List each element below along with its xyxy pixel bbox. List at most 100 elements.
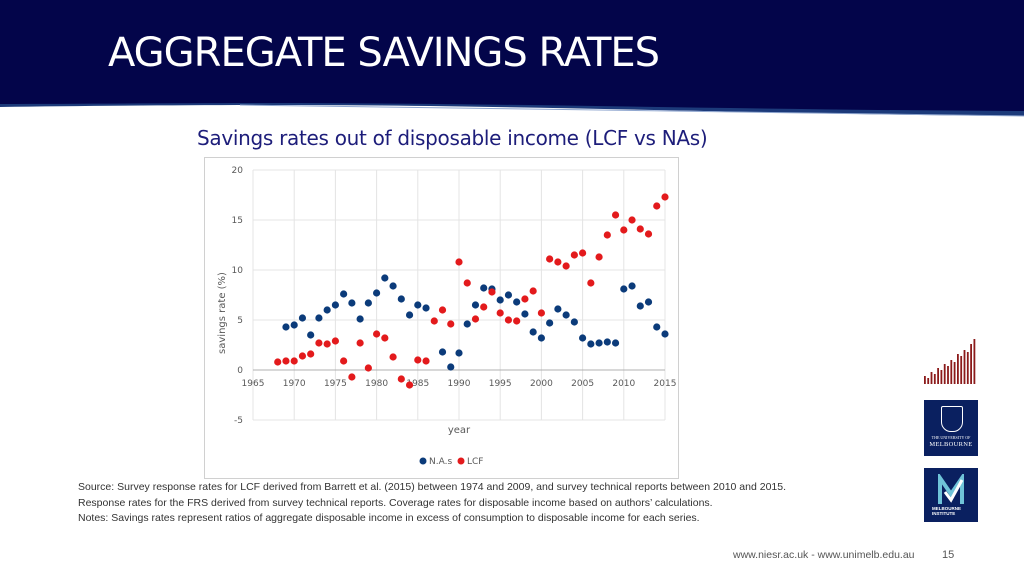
point-nas (554, 305, 562, 313)
university-of-melbourne-logo: THE UNIVERSITY OF MELBOURNE (924, 400, 978, 456)
point-nas (628, 282, 636, 290)
point-nas (504, 291, 513, 299)
x-tick-label: 2015 (654, 379, 677, 389)
niesr-bar (927, 378, 930, 384)
point-lcf (414, 356, 422, 364)
header-bar: AGGREGATE SAVINGS RATES (0, 0, 1024, 102)
point-lcf (430, 317, 438, 325)
chart-subtitle: Savings rates out of disposable income (… (197, 126, 708, 150)
point-nas (661, 330, 669, 338)
point-lcf (397, 375, 405, 383)
notes-line-2: Response rates for the FRS derived from … (78, 496, 713, 509)
page-number: 15 (942, 549, 955, 561)
point-nas (537, 334, 545, 342)
point-lcf (348, 373, 356, 381)
y-tick-label: -5 (234, 416, 243, 426)
point-lcf (653, 202, 661, 210)
niesr-bar (924, 376, 926, 384)
point-nas (298, 314, 307, 322)
point-lcf (611, 211, 620, 219)
x-tick-label: 2010 (612, 379, 635, 389)
y-tick-label: 15 (232, 216, 243, 226)
y-axis-ticks: -5 0 5 10 15 20 (232, 166, 244, 426)
point-nas (546, 319, 554, 327)
niesr-bar (970, 344, 972, 384)
point-lcf (438, 306, 447, 314)
x-tick-label: 2005 (571, 379, 594, 389)
point-nas (356, 315, 364, 323)
point-nas (348, 299, 356, 307)
savings-rate-chart: -5 0 5 10 15 20 1965 1970 1975 1980 1985 1990 1995 2… (217, 166, 677, 467)
x-tick-label: 1970 (283, 379, 306, 389)
point-lcf (620, 226, 628, 234)
x-tick-label: 1975 (324, 379, 347, 389)
point-nas (496, 296, 504, 304)
niesr-bar (960, 356, 963, 384)
x-tick-label: 1990 (448, 379, 471, 389)
mi-logo-line1: MELBOURNE (932, 506, 961, 511)
x-axis-ticks: 1965 1970 1975 1980 1985 1990 1995 2000 2005 2010… (242, 379, 677, 389)
legend-marker (419, 457, 427, 465)
source-notes: Source: Survey response rates for LCF de… (78, 480, 786, 527)
point-nas (587, 340, 595, 348)
point-lcf (405, 381, 414, 389)
point-lcf (455, 258, 463, 266)
point-nas (323, 306, 331, 314)
mi-mark-icon (938, 474, 964, 504)
point-nas (603, 338, 611, 346)
point-nas (340, 290, 348, 298)
point-lcf (298, 352, 307, 360)
mi-logo-text: MELBOURNE INSTITUTE (932, 506, 961, 516)
point-lcf (562, 262, 570, 270)
point-nas (455, 349, 463, 357)
point-nas (513, 298, 521, 306)
header-swoosh (0, 102, 1024, 118)
point-lcf (554, 258, 562, 266)
point-nas (364, 299, 372, 307)
niesr-bar (966, 352, 969, 384)
niesr-bar (973, 339, 976, 384)
niesr-bar (950, 360, 953, 384)
niesr-bar (930, 372, 933, 384)
point-lcf (274, 358, 282, 366)
point-lcf (315, 339, 323, 347)
x-tick-label: 1980 (365, 379, 388, 389)
y-tick-label: 5 (237, 316, 243, 326)
point-lcf (364, 364, 372, 372)
chart-frame: -5 0 5 10 15 20 1965 1970 1975 1980 1985 1990 1995 2… (204, 157, 679, 479)
point-lcf (389, 353, 397, 361)
legend-label: N.A.s (429, 457, 452, 467)
mi-logo-line2: INSTITUTE (932, 511, 956, 516)
y-axis-label: savings rate (%) (217, 272, 228, 354)
niesr-logo (924, 339, 976, 384)
point-lcf (603, 231, 611, 239)
niesr-bar (943, 364, 946, 384)
point-nas (397, 295, 405, 303)
footer-urls: www.niesr.ac.uk - www.unimelb.edu.au (733, 549, 915, 561)
point-lcf (661, 193, 669, 201)
point-lcf (537, 309, 545, 317)
point-nas (636, 302, 644, 310)
slide-title: AGGREGATE SAVINGS RATES (108, 30, 660, 76)
y-tick-label: 20 (232, 166, 244, 176)
point-lcf (579, 249, 587, 257)
point-lcf (331, 337, 339, 345)
x-tick-label: 1995 (489, 379, 512, 389)
point-lcf (381, 334, 389, 342)
point-nas (463, 320, 471, 328)
point-lcf (373, 330, 381, 338)
point-nas (307, 331, 315, 339)
point-lcf (504, 316, 513, 324)
melbourne-institute-logo: MELBOURNE INSTITUTE (924, 468, 978, 522)
point-nas (405, 311, 414, 319)
point-lcf (282, 357, 290, 365)
chart-legend: N.A.s LCF (419, 457, 483, 467)
x-tick-label: 2000 (530, 379, 553, 389)
point-lcf (496, 309, 504, 317)
point-nas (611, 339, 620, 347)
point-nas (521, 310, 529, 318)
niesr-bar (937, 368, 939, 384)
point-lcf (463, 279, 471, 287)
y-tick-label: 10 (232, 266, 244, 276)
point-lcf (513, 317, 521, 325)
